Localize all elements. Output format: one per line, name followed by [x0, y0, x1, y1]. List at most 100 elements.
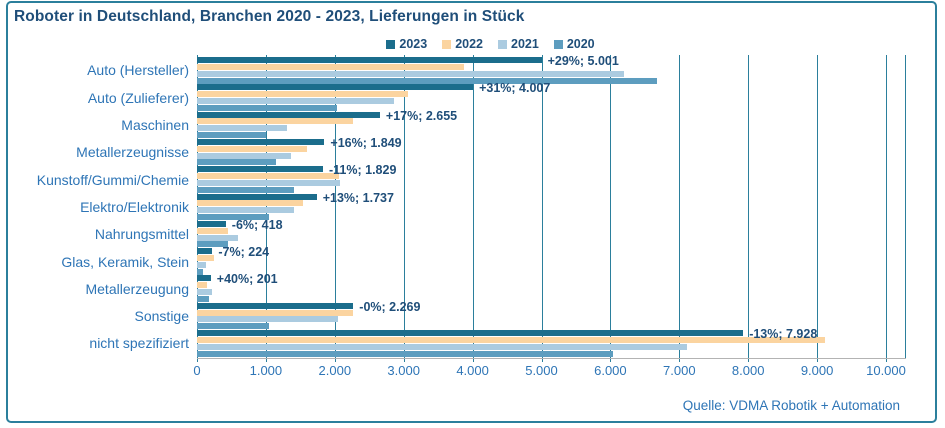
- bar-2020-Sonstige: [197, 323, 270, 330]
- bar-2022-Sonstige: [197, 309, 354, 316]
- x-axis-tick-label: 10.000: [866, 363, 906, 378]
- bar-value-label: +40%; 201: [216, 272, 278, 287]
- legend-item-2022: 2022: [442, 37, 483, 51]
- bar-2022-nicht spezifiziert: [197, 336, 825, 343]
- category-label: Metallerzeugung: [85, 280, 189, 297]
- bar-value-label: -11%; 1.829: [329, 163, 397, 178]
- gridline: [403, 55, 405, 362]
- bar-2023-Elektro/Elektronik: [197, 193, 317, 200]
- bar-2023-Nahrungsmittel: [197, 220, 226, 227]
- category-label: Auto (Hersteller): [87, 62, 189, 79]
- source-attribution: Quelle: VDMA Robotik + Automation: [682, 398, 900, 413]
- bar-2023-Auto (Zulieferer): [197, 84, 474, 91]
- bar-2022-Metallerzeugnisse: [197, 145, 307, 152]
- bar-2020-Glas, Keramik, Stein: [197, 268, 204, 275]
- bar-2020-nicht spezifiziert: [197, 350, 614, 357]
- legend-swatch-icon: [498, 39, 507, 49]
- bar-2021-Maschinen: [197, 125, 287, 132]
- bar-value-label: +17%; 2.655: [385, 108, 458, 123]
- x-axis-tick-label: 1.000: [249, 363, 283, 378]
- legend-swatch-icon: [553, 39, 563, 49]
- category-label: Kunstoff/Gummi/Chemie: [36, 171, 189, 188]
- bar-value-label: +16%; 1.849: [330, 135, 402, 150]
- bar-2020-Kunstoff/Gummi/Chemie: [197, 186, 295, 193]
- bar-2023-Kunstoff/Gummi/Chemie: [197, 166, 323, 173]
- bar-2022-Nahrungsmittel: [197, 227, 228, 234]
- bar-2021-nicht spezifiziert: [197, 343, 687, 350]
- bar-2022-Elektro/Elektronik: [197, 200, 303, 207]
- legend-item-2021: 2021: [498, 37, 539, 51]
- bar-2021-Nahrungsmittel: [197, 234, 238, 241]
- bar-value-label: -13%; 7.928: [749, 327, 818, 341]
- category-label: nicht spezifiziert: [89, 335, 189, 352]
- bar-value-label: -0%; 2.269: [359, 299, 421, 314]
- bar-2021-Metallerzeugung: [197, 289, 212, 296]
- bar-2021-Metallerzeugnisse: [197, 152, 291, 159]
- bar-2023-Glas, Keramik, Stein: [197, 248, 213, 255]
- x-axis-tick-label: 4.000: [456, 363, 489, 378]
- bar-2021-Elektro/Elektronik: [197, 207, 295, 214]
- gridline: [817, 55, 819, 362]
- bar-2020-Auto (Zulieferer): [197, 104, 337, 111]
- legend-swatch-icon: [386, 39, 396, 49]
- gridline: [679, 55, 681, 362]
- legend: 2023 2022 2021 2020: [0, 37, 945, 51]
- bar-2021-Auto (Zulieferer): [197, 98, 395, 104]
- bar-value-label: -7%; 224: [218, 245, 270, 260]
- bar-2022-Auto (Zulieferer): [197, 91, 408, 98]
- x-axis-line: [197, 358, 906, 359]
- category-label: Nahrungsmittel: [94, 226, 189, 243]
- legend-item-2023: 2023: [386, 37, 427, 51]
- bar-2021-Auto (Hersteller): [197, 70, 625, 77]
- bar-2020-Auto (Hersteller): [197, 77, 657, 84]
- gridline: [334, 55, 336, 362]
- x-axis-tick-label: 2.000: [318, 363, 352, 378]
- x-axis-tick-label: 7.000: [663, 363, 696, 378]
- plot-right-border: [905, 55, 906, 358]
- bar-2023-Metallerzeugung: [197, 275, 211, 282]
- x-axis-tick-label: 3.000: [387, 363, 420, 378]
- bar-2021-Kunstoff/Gummi/Chemie: [197, 179, 340, 186]
- x-axis-tick-label: 9.000: [800, 363, 834, 378]
- bar-2022-Glas, Keramik, Stein: [197, 254, 214, 261]
- legend-label: 2023: [399, 37, 428, 51]
- category-label: Auto (Zulieferer): [87, 89, 189, 106]
- legend-label: 2020: [566, 37, 595, 51]
- bar-2023-Sonstige: [197, 302, 354, 309]
- bar-value-label: +29%; 5.001: [547, 54, 619, 68]
- bar-2021-Sonstige: [197, 316, 338, 323]
- gridline: [886, 55, 887, 362]
- bar-2021-Glas, Keramik, Stein: [197, 261, 206, 268]
- bar-2020-Metallerzeugung: [197, 295, 210, 302]
- bar-2020-Maschinen: [197, 132, 266, 139]
- gridline: [610, 55, 612, 362]
- legend-label: 2021: [511, 37, 539, 51]
- bar-2022-Auto (Hersteller): [197, 63, 465, 70]
- category-label: Glas, Keramik, Stein: [61, 253, 189, 270]
- category-label: Maschinen: [121, 117, 189, 133]
- bar-2023-Maschinen: [197, 111, 380, 118]
- category-label: Elektro/Elektronik: [80, 198, 189, 215]
- x-axis-tick-label: 8.000: [731, 363, 765, 378]
- legend-item-2020: 2020: [553, 37, 595, 51]
- bar-2022-Kunstoff/Gummi/Chemie: [197, 173, 339, 179]
- bar-value-label: +31%; 4.007: [479, 81, 551, 96]
- bar-2023-Metallerzeugnisse: [197, 138, 325, 145]
- bar-2023-nicht spezifiziert: [197, 330, 744, 336]
- bar-value-label: -6%; 418: [231, 217, 283, 232]
- x-axis-tick-label: 5.000: [525, 363, 558, 378]
- x-axis-tick-label: 0: [193, 363, 201, 378]
- category-label: Sonstige: [134, 308, 189, 325]
- gridline: [472, 55, 474, 362]
- bar-2020-Metallerzeugnisse: [197, 159, 277, 166]
- bar-2020-Elektro/Elektronik: [197, 214, 269, 221]
- x-axis-tick-label: 6.000: [594, 363, 627, 378]
- gridline: [748, 55, 750, 362]
- category-label: Metallerzeugnisse: [76, 144, 189, 161]
- legend-label: 2022: [455, 37, 483, 51]
- bar-2023-Auto (Hersteller): [197, 57, 542, 63]
- bar-2022-Metallerzeugung: [197, 282, 207, 289]
- gridline: [541, 55, 543, 362]
- bar-2022-Maschinen: [197, 118, 354, 125]
- legend-swatch-icon: [442, 39, 452, 49]
